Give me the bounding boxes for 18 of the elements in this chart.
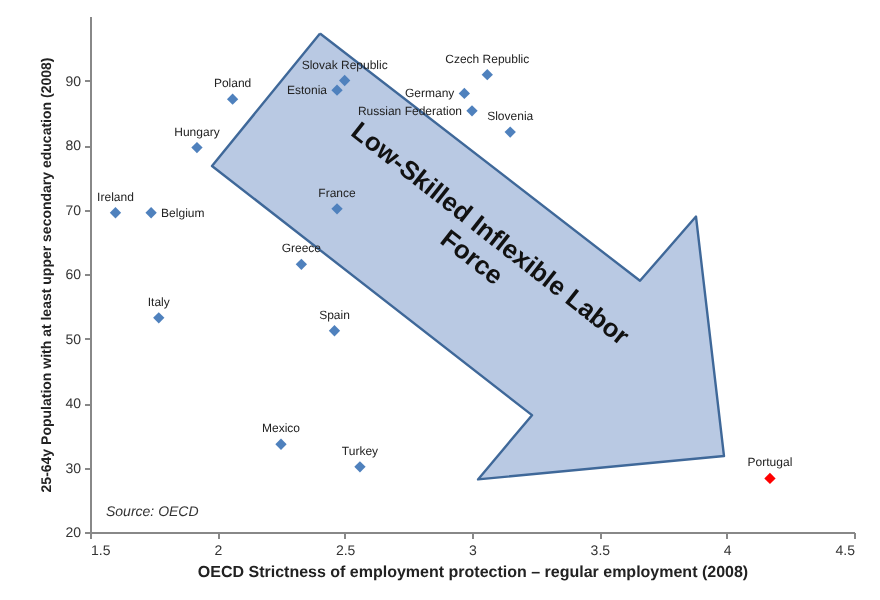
point: [145, 207, 157, 219]
point: [295, 258, 308, 270]
point: [339, 74, 351, 87]
point: [191, 141, 203, 154]
point: [331, 203, 343, 215]
point: [504, 126, 516, 138]
point: [328, 325, 341, 337]
point: [466, 105, 478, 117]
point: [458, 87, 471, 100]
point: [275, 438, 287, 450]
point: [331, 84, 343, 96]
point: [481, 69, 493, 81]
point: [764, 472, 776, 485]
x-axis-title: OECD Strictness of employment protection – regular employment (2008): [197, 563, 749, 581]
point: [153, 312, 165, 324]
point: [354, 461, 366, 473]
point: [109, 207, 122, 219]
point: [226, 93, 239, 105]
